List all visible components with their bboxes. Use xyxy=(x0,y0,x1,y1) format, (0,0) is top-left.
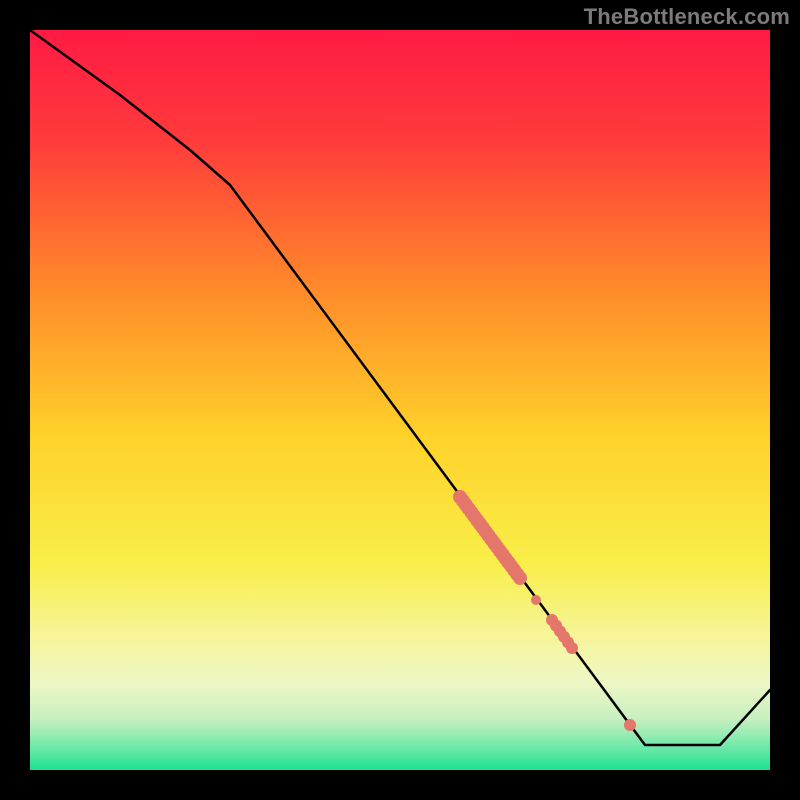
data-point xyxy=(531,595,541,605)
plot-background xyxy=(30,30,770,770)
watermark-text: TheBottleneck.com xyxy=(584,4,790,30)
data-point xyxy=(513,571,527,585)
chart-svg xyxy=(0,0,800,800)
data-point xyxy=(566,642,578,654)
data-point xyxy=(624,719,636,731)
chart-canvas: TheBottleneck.com xyxy=(0,0,800,800)
